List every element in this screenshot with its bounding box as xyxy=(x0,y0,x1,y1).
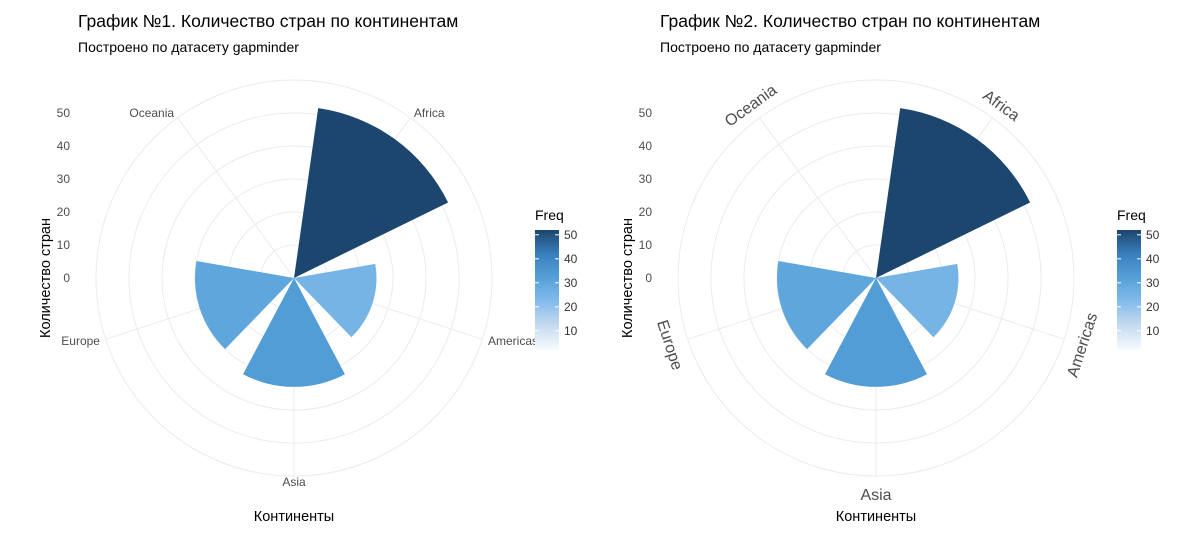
legend: Freq 10 20 30 40 50 xyxy=(535,207,578,350)
legend-tick-label: 50 xyxy=(564,228,578,242)
legend: Freq 10 20 30 40 50 xyxy=(1117,207,1160,350)
category-label-europe: Europe xyxy=(653,318,685,372)
polar-chart-2: График №2. Количество стран по континент… xyxy=(620,11,1160,525)
y-tick-label: 0 xyxy=(645,271,652,285)
bars xyxy=(777,108,1031,387)
y-tick-label: 10 xyxy=(639,238,653,252)
y-tick-label: 50 xyxy=(639,106,653,120)
legend-colorbar xyxy=(1117,230,1141,350)
bar-asia xyxy=(825,278,927,387)
category-label-asia: Asia xyxy=(282,475,306,489)
y-tick-label: 30 xyxy=(639,172,653,186)
legend-colorbar xyxy=(535,230,559,350)
x-axis-label: Континенты xyxy=(254,509,334,525)
y-tick-label: 10 xyxy=(57,238,71,252)
y-ticks: 0 10 20 30 40 50 xyxy=(639,106,653,285)
bar-oceania xyxy=(870,271,876,278)
legend-tick-label: 30 xyxy=(1146,276,1160,290)
bar-africa xyxy=(294,108,449,278)
category-label-americas: Americas xyxy=(1064,311,1101,380)
category-label-asia: Asia xyxy=(860,487,891,504)
legend-tick-label: 10 xyxy=(1146,324,1160,338)
legend-tick-label: 20 xyxy=(564,300,578,314)
grid-spoke xyxy=(177,117,295,279)
bar-asia xyxy=(243,278,345,387)
y-tick-label: 0 xyxy=(63,271,70,285)
chart-title: График №2. Количество стран по континент… xyxy=(660,11,1040,31)
legend-tick-label: 10 xyxy=(564,324,578,338)
y-tick-label: 30 xyxy=(57,172,71,186)
legend-tick-label: 20 xyxy=(1146,300,1160,314)
y-axis-label: Количество стран xyxy=(38,218,54,338)
legend-tick-label: 40 xyxy=(1146,252,1160,266)
chart-title: График №1. Количество стран по континент… xyxy=(78,11,458,31)
category-label-oceania: Oceania xyxy=(722,82,780,131)
chart-subtitle: Построено по датасету gapminder xyxy=(660,39,881,55)
chart-panel-2: График №2. Количество стран по континент… xyxy=(582,0,1164,535)
legend-tick-label: 30 xyxy=(564,276,578,290)
bar-europe xyxy=(777,260,876,350)
x-axis-label: Континенты xyxy=(836,509,916,525)
legend-title: Freq xyxy=(1117,207,1146,223)
legend-title: Freq xyxy=(535,207,564,223)
y-tick-label: 40 xyxy=(57,139,71,153)
polar-chart-1: График №1. Количество стран по континент… xyxy=(38,11,578,525)
y-tick-label: 20 xyxy=(639,205,653,219)
y-tick-label: 40 xyxy=(639,139,653,153)
category-label-africa: Africa xyxy=(414,106,445,120)
grid-spoke xyxy=(759,117,877,279)
y-tick-label: 50 xyxy=(57,106,71,120)
category-label-africa: Africa xyxy=(979,87,1022,125)
chart-subtitle: Построено по датасету gapminder xyxy=(78,39,299,55)
bars xyxy=(195,108,449,387)
bar-africa xyxy=(876,108,1031,278)
legend-tick-label: 50 xyxy=(1146,228,1160,242)
category-label-europe: Europe xyxy=(61,334,100,348)
y-ticks: 0 10 20 30 40 50 xyxy=(57,106,71,285)
bar-americas xyxy=(294,263,377,338)
y-axis-label: Количество стран xyxy=(620,218,636,338)
bar-europe xyxy=(195,260,294,350)
category-label-oceania: Oceania xyxy=(129,106,174,120)
category-label-americas: Americas xyxy=(488,334,538,348)
bar-americas xyxy=(876,263,959,338)
legend-tick-label: 40 xyxy=(564,252,578,266)
bar-oceania xyxy=(288,271,294,278)
category-labels: Africa Americas Asia Europe Oceania xyxy=(61,106,538,489)
chart-panel-1: График №1. Количество стран по континент… xyxy=(0,0,582,535)
y-tick-label: 20 xyxy=(57,205,71,219)
